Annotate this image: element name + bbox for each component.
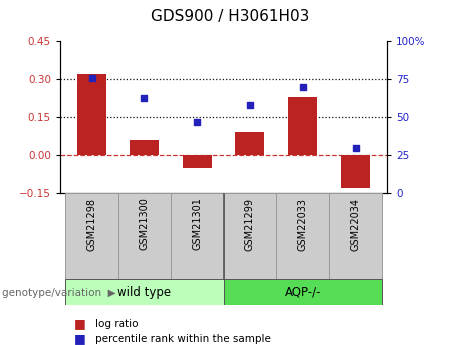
Bar xyxy=(65,279,224,305)
Bar xyxy=(224,279,382,305)
Text: GSM21299: GSM21299 xyxy=(245,198,255,250)
Text: GSM22034: GSM22034 xyxy=(350,198,361,250)
Bar xyxy=(224,193,277,281)
Text: percentile rank within the sample: percentile rank within the sample xyxy=(95,334,271,344)
Text: GSM21301: GSM21301 xyxy=(192,198,202,250)
Text: AQP-/-: AQP-/- xyxy=(284,286,321,299)
Point xyxy=(299,84,307,90)
Text: GDS900 / H3061H03: GDS900 / H3061H03 xyxy=(151,9,310,23)
Text: GSM21298: GSM21298 xyxy=(87,198,97,250)
Bar xyxy=(118,193,171,281)
Bar xyxy=(77,74,106,155)
Bar xyxy=(288,97,317,155)
Point xyxy=(194,119,201,125)
Bar xyxy=(329,193,382,281)
Bar xyxy=(130,140,159,155)
Bar xyxy=(277,193,329,281)
Point xyxy=(246,102,254,108)
Text: ■: ■ xyxy=(74,317,85,330)
Bar xyxy=(65,193,118,281)
Point xyxy=(88,75,95,81)
Bar xyxy=(341,155,370,188)
Bar xyxy=(236,132,265,155)
Point xyxy=(352,145,359,150)
Text: GSM21300: GSM21300 xyxy=(139,198,149,250)
Text: wild type: wild type xyxy=(118,286,171,299)
Text: GSM22033: GSM22033 xyxy=(298,198,308,250)
Text: log ratio: log ratio xyxy=(95,319,138,328)
Bar xyxy=(171,193,224,281)
Text: ■: ■ xyxy=(74,332,85,345)
Bar xyxy=(183,155,212,168)
Text: genotype/variation  ▶: genotype/variation ▶ xyxy=(2,288,116,297)
Point xyxy=(141,95,148,100)
